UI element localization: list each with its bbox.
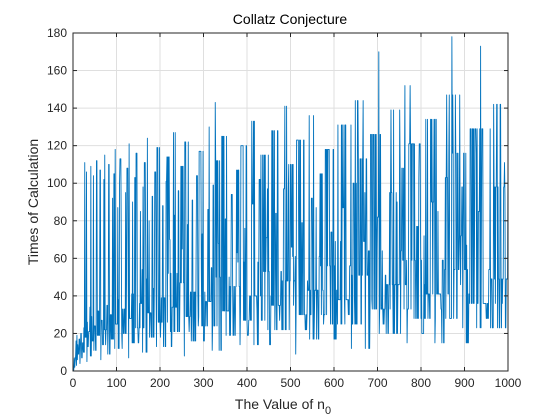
x-tick-label: 300 (193, 376, 213, 390)
chart-title: Collatz Conjecture (233, 11, 348, 27)
y-tick-label: 180 (47, 26, 67, 40)
y-axis-label: Times of Calculation (25, 139, 41, 265)
y-tick-label: 60 (54, 251, 68, 265)
x-tick-label: 200 (150, 376, 170, 390)
y-tick-label: 100 (47, 176, 67, 190)
x-tick-label: 900 (454, 376, 474, 390)
y-tick-label: 80 (54, 214, 68, 228)
x-axis-label-main: The Value of n (235, 396, 325, 412)
y-tick-label: 120 (47, 139, 67, 153)
x-tick-label: 400 (237, 376, 257, 390)
x-tick-label: 600 (324, 376, 344, 390)
x-tick-label: 500 (280, 376, 300, 390)
y-tick-label: 140 (47, 101, 67, 115)
x-tick-label: 700 (367, 376, 387, 390)
x-tick-label: 100 (106, 376, 126, 390)
y-tick-label: 40 (54, 289, 68, 303)
x-tick-label: 0 (70, 376, 77, 390)
y-tick-label: 20 (54, 326, 68, 340)
x-axis-label-subscript: 0 (325, 405, 331, 417)
x-tick-label: 1000 (495, 376, 522, 390)
y-tick-label: 160 (47, 64, 67, 78)
y-tick-label: 0 (60, 364, 67, 378)
x-tick-label: 800 (411, 376, 431, 390)
